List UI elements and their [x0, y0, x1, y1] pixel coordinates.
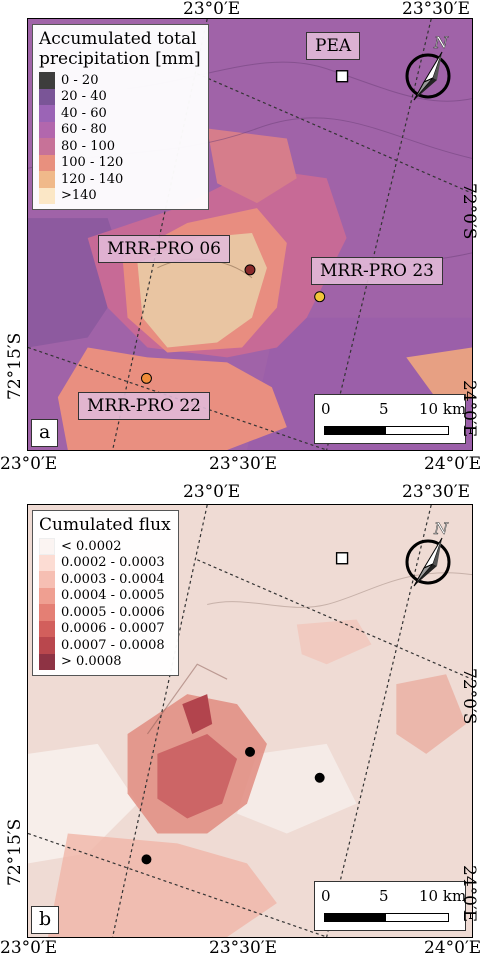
- legend-swatch: [39, 121, 55, 138]
- legend-title: Accumulated total precipitation [mm]: [39, 29, 201, 69]
- legend-title: Cumulated flux: [39, 515, 171, 535]
- legend-entry: 0 - 20: [39, 72, 201, 89]
- mrr-pro-23-marker-b: [314, 772, 325, 783]
- north-label-b: N: [433, 520, 449, 538]
- legend-entry: 100 - 120: [39, 154, 201, 171]
- scale-bar-black-segment: [324, 913, 386, 922]
- right-tick-72-0: 72°0′S: [459, 183, 479, 240]
- pea-label: PEA: [306, 32, 361, 60]
- legend-swatch: [39, 554, 55, 571]
- legend-swatch: [39, 88, 55, 105]
- right-tick-24-0-b: 24°0′E: [459, 865, 479, 923]
- bottom-tick-24-0-b: 24°0′E: [424, 938, 482, 958]
- legend-swatch: [39, 171, 55, 188]
- mrr-pro-22-label: MRR-PRO 22: [78, 392, 210, 420]
- scale-label-0: 0: [321, 400, 331, 418]
- mrr-pro-06-label: MRR-PRO 06: [98, 235, 230, 263]
- legend-entry: < 0.0002: [39, 538, 171, 555]
- legend-entry: 0.0006 - 0.0007: [39, 620, 171, 637]
- bottom-tick-23-0-b: 23°0′E: [0, 938, 58, 958]
- mrr-pro-22-marker: [140, 372, 152, 384]
- right-tick-24-0: 24°0′E: [459, 380, 479, 438]
- legend-entry: 0.0003 - 0.0004: [39, 571, 171, 588]
- legend-swatch: [39, 620, 55, 637]
- legend-entry: 0.0002 - 0.0003: [39, 554, 171, 571]
- top-tick-23-0-b: 23°0′E: [183, 482, 241, 502]
- legend-entry: 40 - 60: [39, 105, 201, 122]
- scale-bar: 0 5 10 km: [314, 394, 466, 444]
- mrr-pro-22-marker-b: [141, 854, 152, 865]
- scale-label-10: 10 km: [419, 400, 467, 418]
- scale-label-10: 10 km: [419, 887, 467, 905]
- legend-entry: >140: [39, 187, 201, 204]
- pea-station-marker: [335, 70, 349, 83]
- mrr-pro-23-label: MRR-PRO 23: [311, 257, 443, 285]
- legend-swatch: [39, 604, 55, 621]
- scale-label-5: 5: [379, 887, 389, 905]
- pea-station-marker-b: [335, 552, 349, 565]
- legend-swatch: [39, 105, 55, 122]
- bottom-tick-24-0: 24°0′E: [424, 454, 482, 474]
- precipitation-legend: Accumulated total precipitation [mm] 0 -…: [32, 24, 209, 210]
- legend-swatch: [39, 571, 55, 588]
- legend-entry: 20 - 40: [39, 88, 201, 105]
- precipitation-map: [28, 19, 472, 450]
- panel-letter-b: b: [31, 906, 60, 934]
- panel-letter-a: a: [31, 419, 59, 447]
- mrr-pro-23-marker: [314, 291, 326, 303]
- legend-swatch: [39, 187, 55, 204]
- legend-entry: 0.0004 - 0.0005: [39, 587, 171, 604]
- legend-entry: 0.0007 - 0.0008: [39, 637, 171, 654]
- flux-map: [28, 505, 472, 937]
- legend-swatch: [39, 637, 55, 654]
- left-tick-72-15-b: 72°15′S: [5, 818, 25, 886]
- legend-entry: 0.0005 - 0.0006: [39, 604, 171, 621]
- bottom-tick-23-30: 23°30′E: [209, 454, 278, 474]
- north-label: N: [433, 34, 449, 52]
- top-tick-23-0: 23°0′E: [183, 0, 241, 19]
- top-tick-23-30-b: 23°30′E: [402, 482, 471, 502]
- north-arrow-icon: N: [400, 519, 460, 590]
- legend-entry: 120 - 140: [39, 171, 201, 188]
- flux-legend: Cumulated flux < 0.0002 0.0002 - 0.0003 …: [32, 510, 179, 676]
- flux-map-panel: Cumulated flux < 0.0002 0.0002 - 0.0003 …: [27, 504, 473, 938]
- scale-bar-white-segment: [385, 913, 449, 922]
- mrr-pro-06-marker-b: [245, 746, 255, 757]
- legend-swatch: [39, 72, 55, 89]
- scale-label-5: 5: [379, 400, 389, 418]
- legend-swatch: [39, 538, 55, 555]
- legend-entry: > 0.0008: [39, 653, 171, 670]
- legend-swatch: [39, 138, 55, 155]
- legend-swatch: [39, 653, 55, 670]
- scale-bar: 0 5 10 km: [314, 881, 466, 931]
- scale-label-0: 0: [321, 887, 331, 905]
- legend-title-line-1: Accumulated total: [39, 29, 197, 49]
- scale-bar-white-segment: [385, 426, 449, 435]
- legend-entry: 80 - 100: [39, 138, 201, 155]
- legend-swatch: [39, 587, 55, 604]
- legend-title-line-2: precipitation [mm]: [39, 49, 201, 69]
- top-tick-23-30: 23°30′E: [402, 0, 471, 19]
- north-arrow-icon: N: [400, 33, 460, 104]
- precipitation-map-panel: Accumulated total precipitation [mm] 0 -…: [27, 18, 473, 451]
- scale-bar-black-segment: [324, 426, 386, 435]
- right-tick-72-0-b: 72°0′S: [459, 668, 479, 725]
- legend-swatch: [39, 154, 55, 171]
- bottom-tick-23-30-b: 23°30′E: [209, 938, 278, 958]
- legend-entry: 60 - 80: [39, 121, 201, 138]
- left-tick-72-15: 72°15′S: [5, 332, 25, 400]
- bottom-tick-23-0: 23°0′E: [0, 454, 58, 474]
- mrr-pro-06-marker: [244, 264, 256, 276]
